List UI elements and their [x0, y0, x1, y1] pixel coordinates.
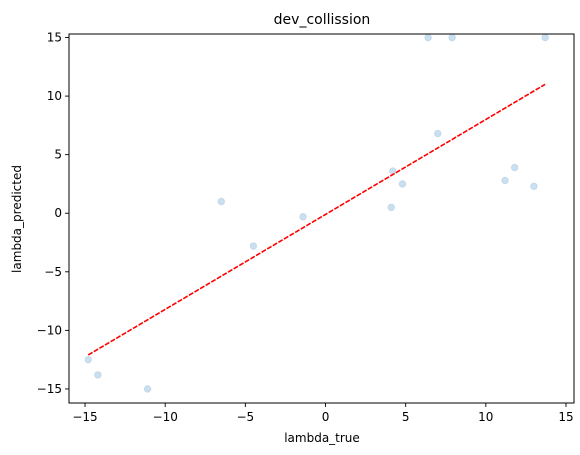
data-point: [501, 176, 509, 185]
data-point: [217, 197, 225, 206]
x-tick-label: −5: [236, 410, 254, 424]
y-tick-label: 15: [47, 31, 62, 45]
data-point: [389, 167, 397, 175]
plot-frame: [68, 33, 575, 404]
data-point: [510, 163, 519, 172]
data-point: [84, 355, 92, 364]
data-point: [299, 213, 307, 221]
data-point: [143, 385, 152, 393]
data-point: [448, 33, 456, 42]
y-tick-label: −15: [37, 382, 62, 396]
data-point: [424, 33, 432, 42]
x-tick-label: −15: [72, 410, 97, 424]
y-tick-label: −10: [37, 323, 62, 337]
x-axis-label: lambda_true: [284, 431, 360, 445]
data-point: [94, 371, 102, 379]
x-tick-label: 5: [402, 410, 410, 424]
data-point: [530, 182, 538, 190]
chart-title: dev_collission: [274, 12, 371, 28]
data-point: [398, 180, 407, 188]
data-point: [387, 203, 395, 212]
x-tick-label: 10: [478, 410, 493, 424]
y-tick-label: 0: [54, 206, 62, 220]
y-tick-label: 5: [54, 148, 62, 162]
x-tick-label: 0: [322, 410, 330, 424]
x-tick-label: −10: [153, 410, 178, 424]
y-tick-label: −5: [44, 265, 62, 279]
data-point: [249, 242, 258, 250]
data-point: [434, 129, 442, 138]
data-point: [541, 33, 549, 42]
y-axis-label: lambda_predicted: [10, 165, 24, 273]
plot-marks: [84, 33, 549, 393]
y-tick-label: 10: [47, 89, 62, 103]
axis-ticks: −15 −10 −5 0 5 10 15 −15 −10 −5 0 5 10 15: [37, 31, 574, 424]
x-tick-label: 15: [558, 410, 573, 424]
fit-line: [87, 83, 546, 356]
